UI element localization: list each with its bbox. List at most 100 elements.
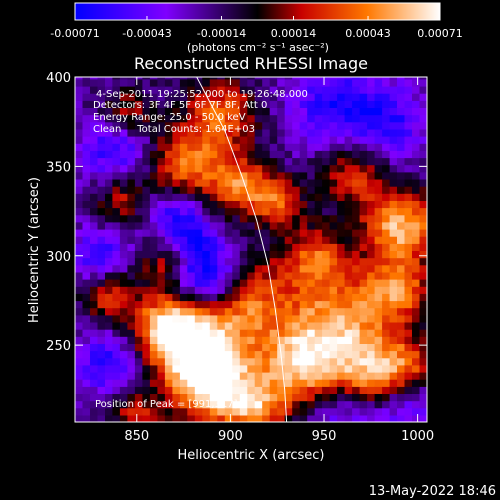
heatmap-cell (277, 400, 286, 409)
heatmap-cell (112, 329, 121, 337)
heatmap-cell (82, 271, 91, 280)
heatmap-cell (307, 307, 316, 316)
heatmap-cell (127, 85, 136, 94)
heatmap-cell (75, 279, 84, 287)
heatmap-cell (292, 336, 301, 344)
heatmap-cell (172, 200, 181, 209)
heatmap-cell (374, 250, 383, 259)
heatmap-cell (254, 193, 263, 201)
heatmap-cell (419, 164, 427, 173)
heatmap-cell (277, 193, 286, 201)
heatmap-cell (149, 357, 158, 366)
heatmap-cell (374, 214, 383, 223)
heatmap-cell (307, 400, 316, 409)
heatmap-cell (352, 407, 361, 416)
heatmap-cell (119, 250, 128, 259)
heatmap-cell (75, 77, 84, 80)
heatmap-cell (119, 379, 128, 387)
heatmap-cell (157, 200, 166, 209)
heatmap-cell (322, 336, 331, 344)
heatmap-cell (224, 300, 233, 309)
heatmap-cell (134, 221, 143, 230)
heatmap-cell (344, 171, 353, 180)
heatmap-cell (389, 250, 398, 259)
heatmap-cell (344, 150, 353, 159)
heatmap-cell (194, 78, 203, 87)
heatmap-cell (277, 100, 286, 108)
heatmap-cell (322, 321, 331, 330)
heatmap-cell (352, 107, 361, 116)
heatmap-cell (217, 357, 226, 366)
heatmap-cell (382, 379, 391, 387)
heatmap-cell (292, 350, 301, 359)
heatmap-cell (90, 379, 99, 387)
heatmap-cell (299, 100, 308, 108)
heatmap-cell (75, 243, 84, 251)
heatmap-cell (149, 85, 158, 94)
heatmap-cell (344, 321, 353, 330)
heatmap-cell (127, 178, 136, 187)
heatmap-cell (359, 343, 368, 352)
heatmap-cell (419, 400, 427, 409)
heatmap-cell (344, 193, 353, 201)
heatmap-cell (322, 128, 331, 137)
heatmap-cell (75, 78, 84, 87)
heatmap-cell (412, 257, 421, 266)
heatmap-cell (292, 221, 301, 230)
heatmap-cell (307, 350, 316, 359)
heatmap-cell (172, 300, 181, 309)
heatmap-cell (292, 157, 301, 166)
heatmap-cell (232, 407, 241, 416)
heatmap-cell (209, 293, 218, 302)
heatmap-cell (277, 314, 286, 323)
heatmap-cell (224, 321, 233, 330)
heatmap-cell (277, 114, 286, 123)
heatmap-cell (337, 379, 346, 387)
heatmap-cell (277, 379, 286, 387)
heatmap-cell (209, 286, 218, 294)
heatmap-cell (112, 357, 121, 366)
heatmap-cell (262, 114, 271, 123)
heatmap-cell (262, 93, 271, 101)
heatmap-cell (142, 164, 151, 173)
heatmap-cell (112, 271, 121, 280)
heatmap-cell (322, 157, 331, 166)
heatmap-cell (419, 171, 427, 180)
heatmap-cell (389, 157, 398, 166)
heatmap-cell (239, 271, 248, 280)
heatmap-cell (404, 364, 413, 373)
heatmap-cell (412, 157, 421, 166)
heatmap-cell (187, 250, 196, 259)
heatmap-cell (284, 100, 293, 108)
heatmap-cell (389, 186, 398, 194)
heatmap-cell (269, 228, 278, 237)
heatmap-cell (164, 143, 173, 151)
heatmap-cell (254, 228, 263, 237)
heatmap-cell (322, 286, 331, 294)
heatmap-cell (172, 77, 181, 80)
heatmap-cell (97, 414, 106, 422)
heatmap-cell (97, 214, 106, 223)
heatmap-cell (97, 386, 106, 394)
heatmap-cell (284, 193, 293, 201)
heatmap-cell (412, 207, 421, 216)
heatmap-cell (187, 77, 196, 80)
heatmap-cell (209, 264, 218, 273)
heatmap-cell (337, 143, 346, 151)
heatmap-cell (404, 393, 413, 402)
heatmap-cell (337, 214, 346, 223)
heatmap-cell (314, 329, 323, 337)
heatmap-cell (284, 93, 293, 101)
heatmap-cell (404, 193, 413, 201)
heatmap-cell (269, 193, 278, 201)
heatmap-cell (142, 350, 151, 359)
heatmap-cell (179, 357, 188, 366)
heatmap-cell (337, 178, 346, 187)
heatmap-cell (277, 136, 286, 144)
heatmap-cell (187, 193, 196, 201)
heatmap-cell (389, 236, 398, 244)
heatmap-cell (142, 321, 151, 330)
heatmap-cell (412, 271, 421, 280)
heatmap-cell (217, 143, 226, 151)
heatmap-cell (127, 400, 136, 409)
